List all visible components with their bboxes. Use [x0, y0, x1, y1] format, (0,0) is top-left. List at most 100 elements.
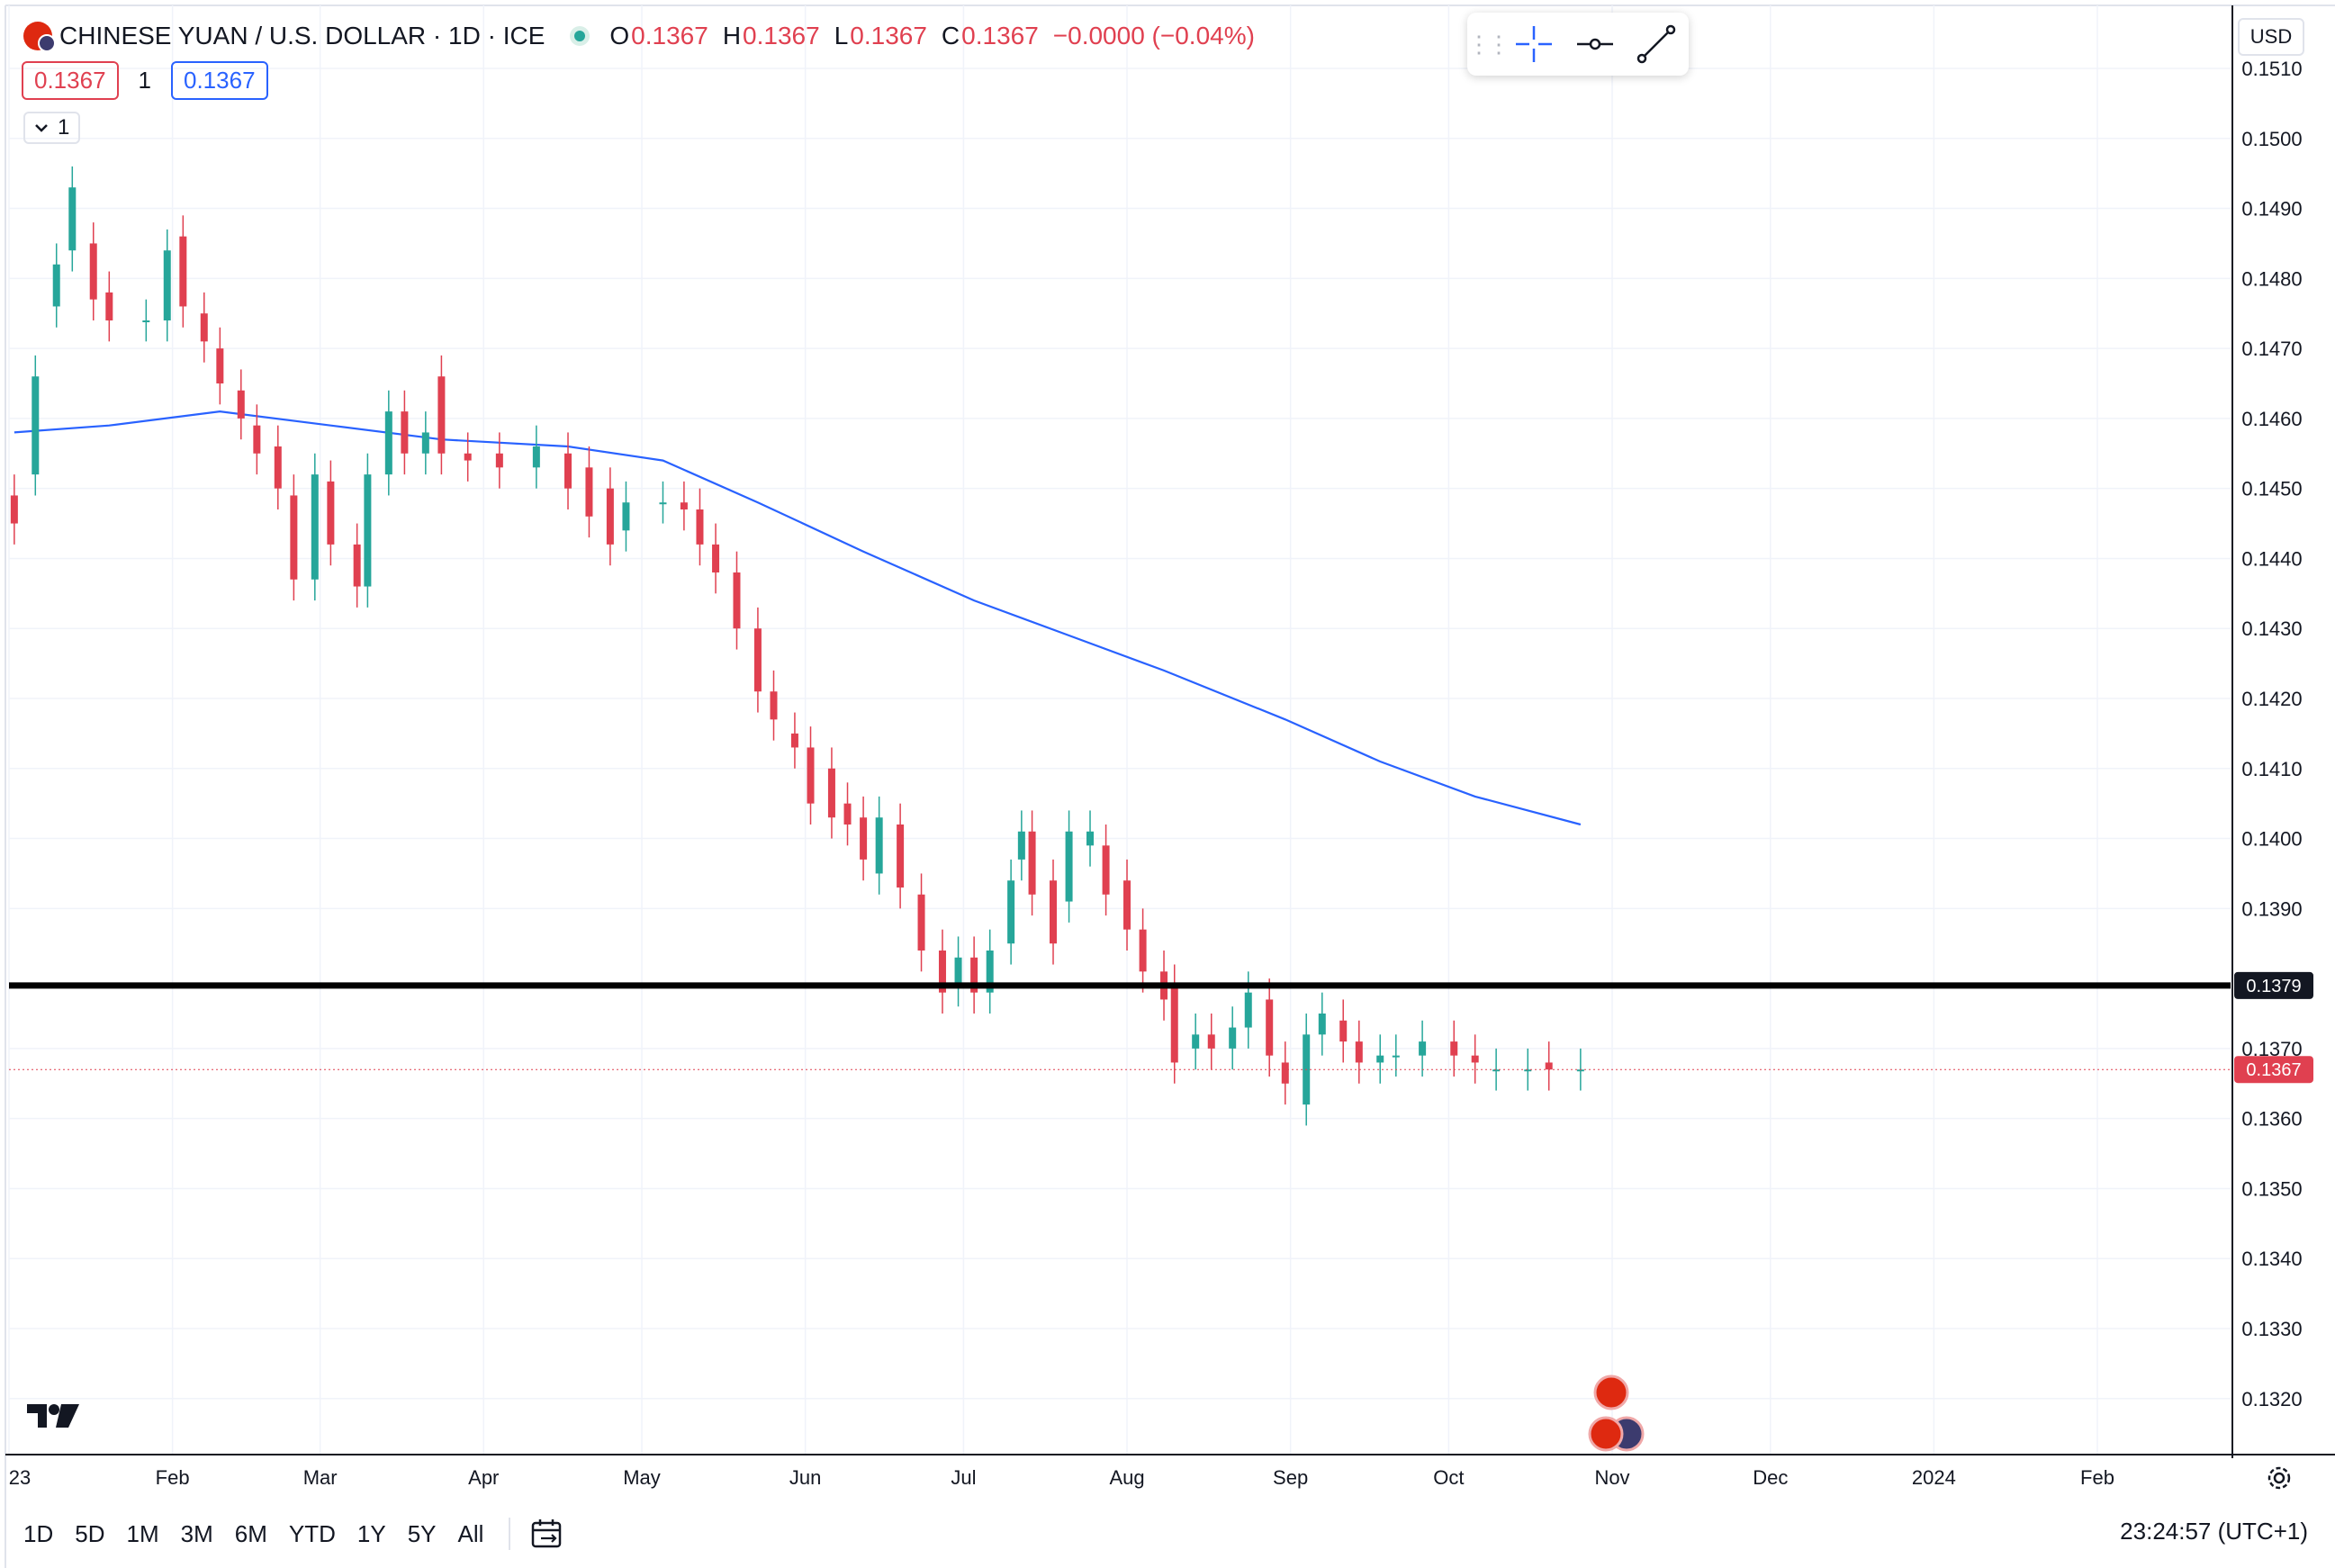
candle[interactable]	[311, 474, 319, 580]
moving-average-line[interactable]	[14, 410, 1582, 826]
candle[interactable]	[938, 951, 946, 993]
candle[interactable]	[532, 446, 540, 468]
candle[interactable]	[1492, 1069, 1501, 1072]
candle[interactable]	[237, 390, 245, 419]
range-6m[interactable]: 6M	[234, 1519, 267, 1547]
sell-button[interactable]: 0.1367	[22, 61, 119, 100]
candle[interactable]	[52, 264, 60, 307]
candle[interactable]	[32, 376, 40, 475]
candle[interactable]	[1065, 831, 1073, 902]
range-3m[interactable]: 3M	[180, 1519, 213, 1547]
candle[interactable]	[1050, 880, 1057, 944]
candle[interactable]	[364, 474, 372, 587]
candle[interactable]	[327, 481, 335, 545]
calendar-goto-icon[interactable]	[530, 1518, 564, 1549]
candle[interactable]	[1207, 1034, 1215, 1049]
candle[interactable]	[1028, 831, 1036, 895]
candle[interactable]	[1192, 1034, 1200, 1049]
candle[interactable]	[1281, 1062, 1289, 1084]
candle[interactable]	[770, 691, 778, 720]
candle[interactable]	[495, 453, 503, 468]
china-flag-event-icon[interactable]	[1593, 1374, 1629, 1410]
candle[interactable]	[1450, 1041, 1458, 1056]
china-flag-event-icon[interactable]	[1588, 1416, 1624, 1452]
candle[interactable]	[1524, 1069, 1532, 1072]
candle[interactable]	[1339, 1020, 1348, 1042]
candle[interactable]	[437, 376, 446, 454]
candle[interactable]	[790, 733, 798, 748]
candle[interactable]	[696, 509, 704, 545]
candle[interactable]	[1576, 1069, 1584, 1072]
candle[interactable]	[986, 951, 994, 993]
candle[interactable]	[142, 320, 150, 322]
candle[interactable]	[89, 243, 97, 300]
candle[interactable]	[827, 768, 835, 818]
candle[interactable]	[680, 502, 688, 509]
candle[interactable]	[1355, 1041, 1363, 1063]
candle[interactable]	[1244, 992, 1252, 1028]
candle[interactable]	[606, 488, 614, 545]
candle[interactable]	[1017, 831, 1025, 860]
range-1d[interactable]: 1D	[23, 1519, 54, 1547]
gear-icon[interactable]	[2265, 1464, 2294, 1492]
candle[interactable]	[564, 453, 572, 489]
range-5d[interactable]: 5D	[75, 1519, 105, 1547]
range-1m[interactable]: 1M	[126, 1519, 159, 1547]
range-5y[interactable]: 5Y	[407, 1519, 437, 1547]
candle[interactable]	[753, 628, 762, 692]
candle[interactable]	[585, 467, 593, 517]
candle[interactable]	[1266, 999, 1274, 1056]
candle[interactable]	[464, 453, 472, 461]
candle[interactable]	[1007, 880, 1015, 944]
range-all[interactable]: All	[457, 1519, 484, 1547]
candle[interactable]	[216, 348, 224, 383]
candle[interactable]	[68, 187, 77, 251]
trend-line-tool-button[interactable]	[1626, 13, 1687, 76]
candle[interactable]	[1170, 985, 1178, 1063]
candle[interactable]	[1318, 1014, 1326, 1035]
candle[interactable]	[875, 817, 883, 874]
candle[interactable]	[1102, 845, 1110, 895]
buy-button[interactable]: 0.1367	[171, 61, 268, 100]
market-status-icon[interactable]	[570, 26, 591, 46]
candle[interactable]	[290, 495, 298, 580]
candle[interactable]	[384, 411, 392, 475]
candle[interactable]	[917, 894, 925, 951]
candle[interactable]	[401, 411, 409, 454]
crosshair-tool-button[interactable]	[1503, 13, 1564, 76]
candle[interactable]	[353, 544, 361, 587]
candle[interactable]	[1471, 1055, 1479, 1063]
quantity-value[interactable]: 1	[138, 67, 151, 94]
range-ytd[interactable]: YTD	[288, 1519, 336, 1547]
candle[interactable]	[253, 425, 261, 454]
range-1y[interactable]: 1Y	[356, 1519, 386, 1547]
candle[interactable]	[954, 957, 962, 986]
currency-selector[interactable]: USD	[2238, 18, 2304, 56]
candle[interactable]	[1139, 929, 1147, 972]
timezone-clock[interactable]: 23:24:57 (UTC+1)	[2120, 1518, 2308, 1545]
candle[interactable]	[1419, 1041, 1427, 1056]
candle[interactable]	[860, 817, 868, 860]
candle[interactable]	[1123, 880, 1131, 930]
indicator-toggle[interactable]: 1	[23, 112, 81, 144]
candle[interactable]	[1376, 1055, 1384, 1063]
candle[interactable]	[712, 544, 720, 572]
candle[interactable]	[733, 572, 741, 629]
candle[interactable]	[897, 825, 905, 888]
symbol-title[interactable]: CHINESE YUAN / U.S. DOLLAR · 1D · ICE	[59, 22, 545, 50]
candle[interactable]	[274, 446, 282, 489]
tradingview-logo-icon[interactable]	[27, 1402, 79, 1429]
event-markers[interactable]	[1588, 1374, 1645, 1452]
candle[interactable]	[843, 803, 852, 825]
candle[interactable]	[807, 747, 815, 804]
candle[interactable]	[200, 313, 208, 342]
candle[interactable]	[10, 495, 18, 524]
candle[interactable]	[1086, 831, 1095, 846]
candle[interactable]	[163, 250, 171, 320]
candle[interactable]	[421, 432, 429, 454]
candle[interactable]	[622, 502, 630, 531]
horizontal-ray-tool-button[interactable]	[1564, 13, 1626, 76]
candle[interactable]	[105, 292, 113, 320]
candle[interactable]	[179, 236, 187, 307]
